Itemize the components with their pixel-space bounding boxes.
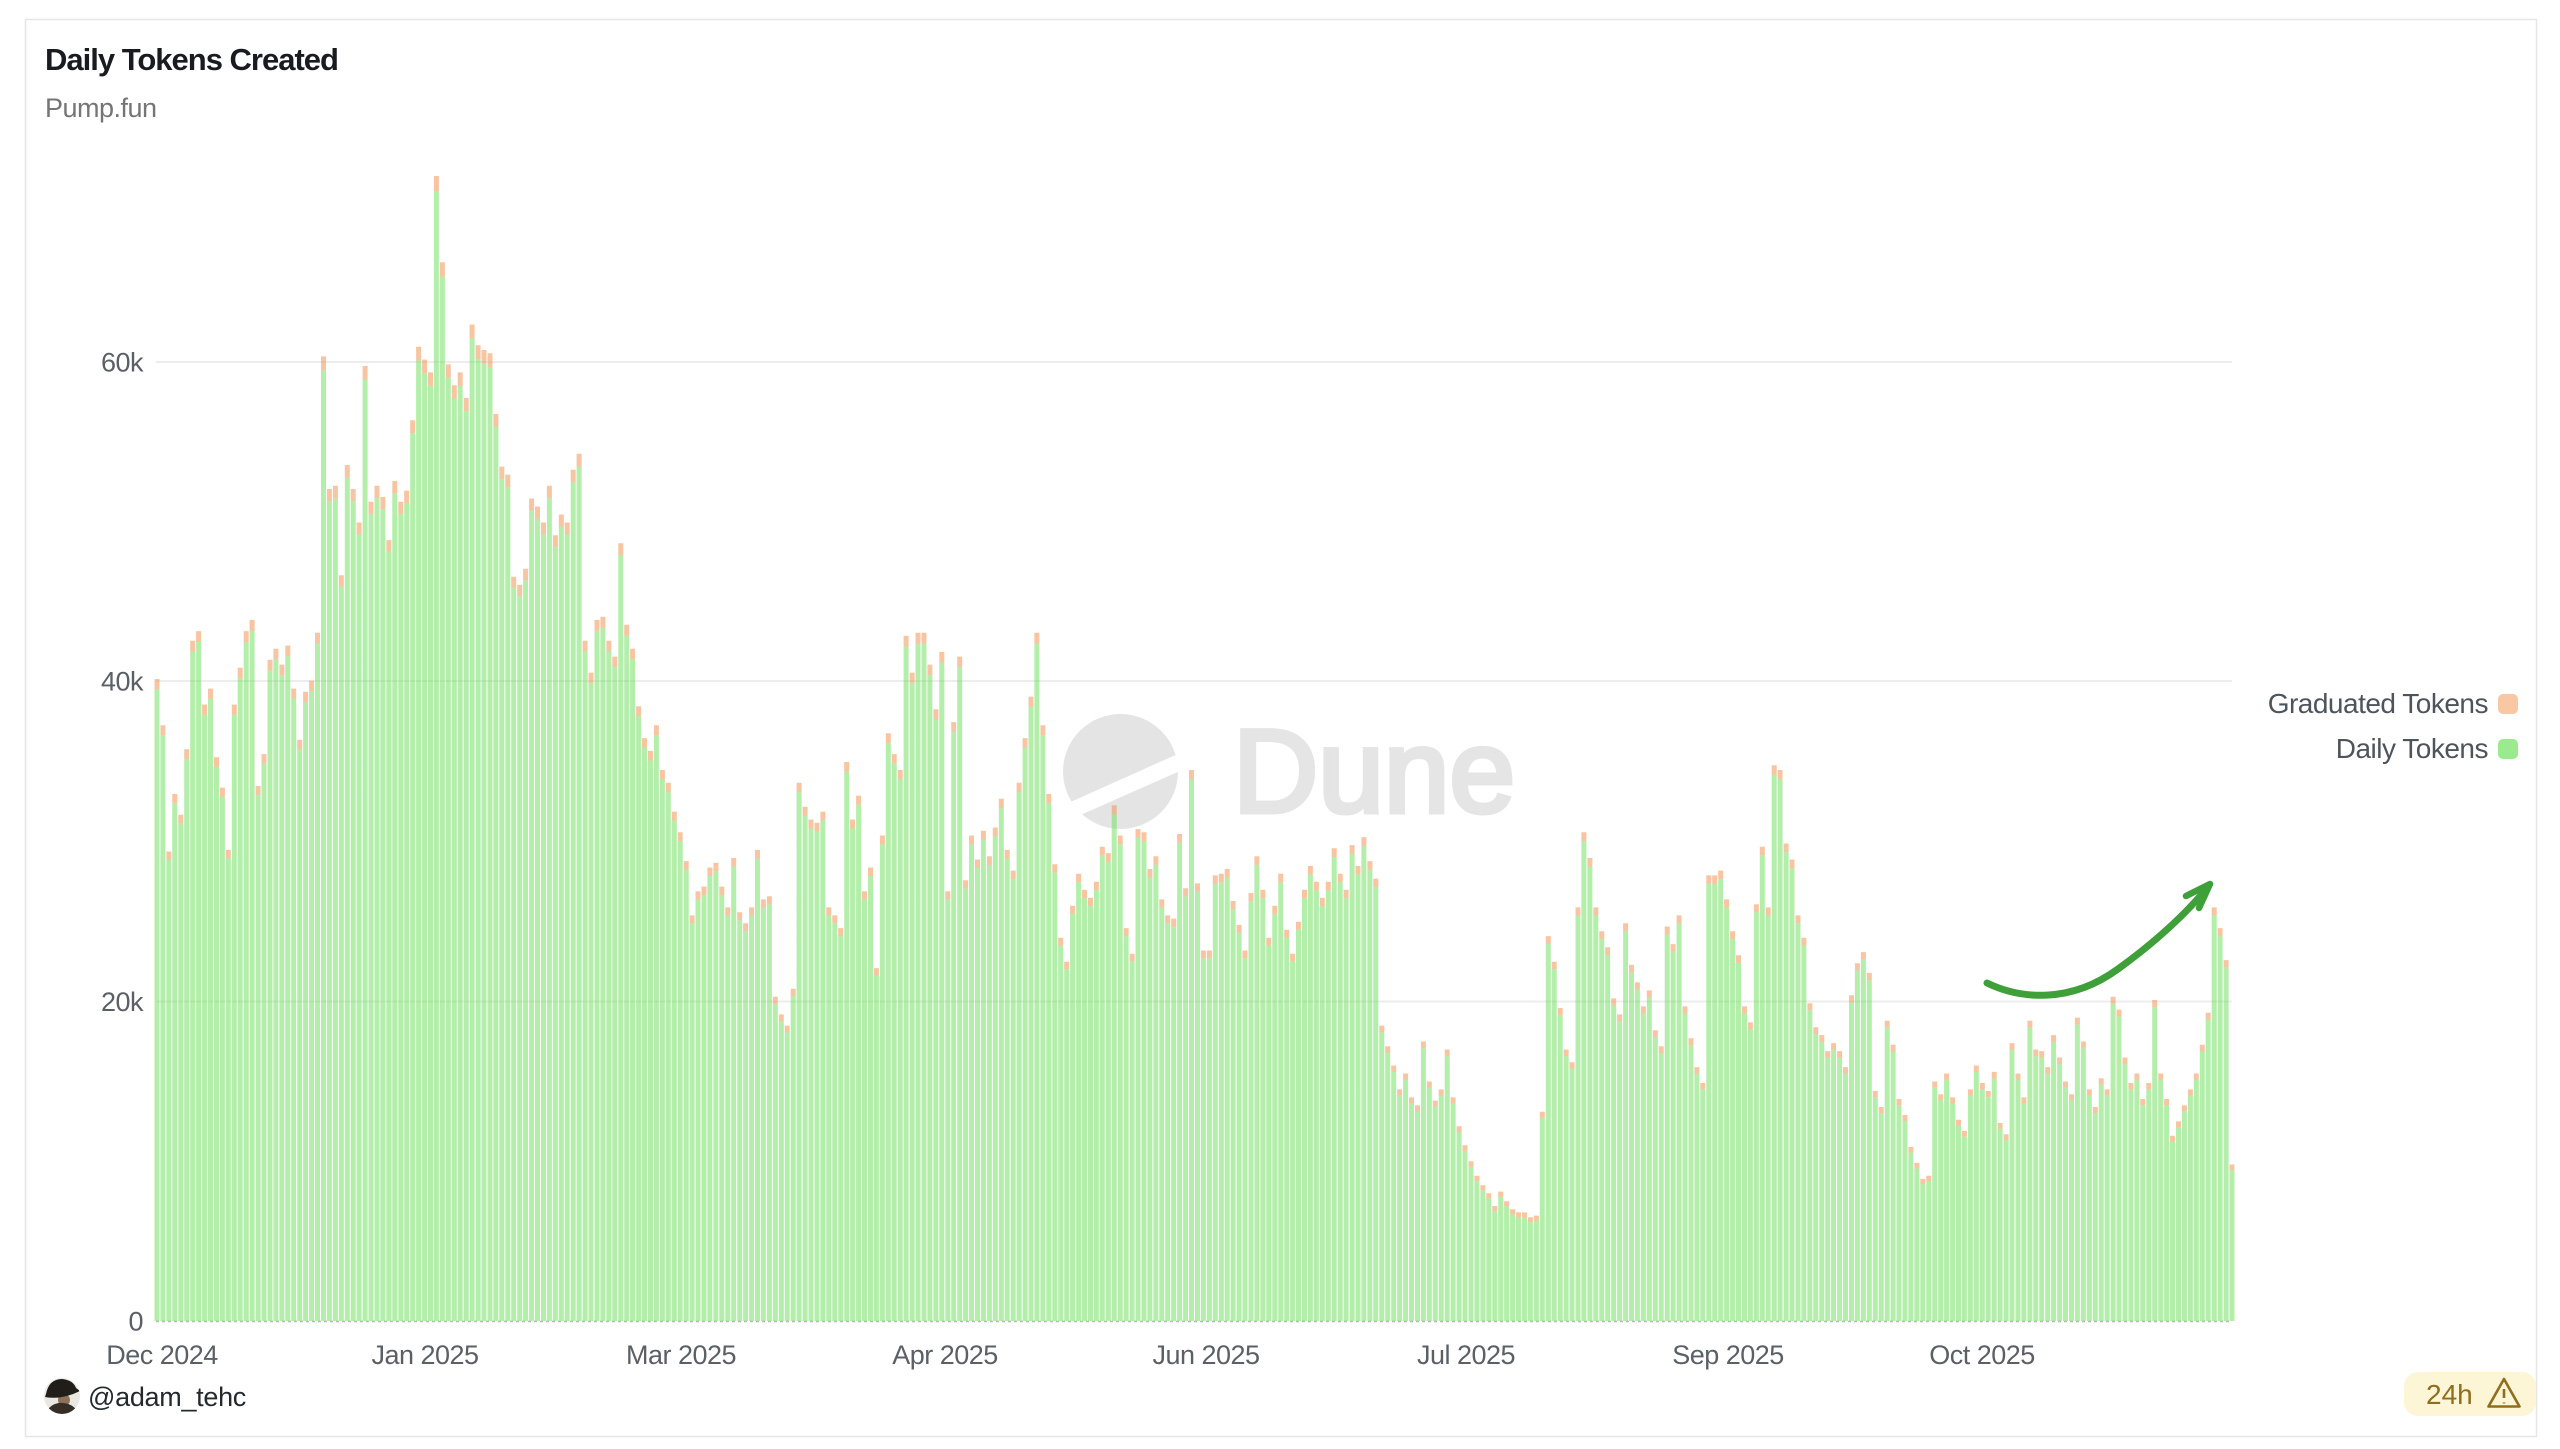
svg-text:Sep 2025: Sep 2025: [1672, 1340, 1784, 1370]
svg-text:0: 0: [128, 1307, 143, 1337]
svg-text:Dec 2024: Dec 2024: [106, 1340, 218, 1370]
svg-text:Jun 2025: Jun 2025: [1152, 1340, 1259, 1370]
svg-text:Oct 2025: Oct 2025: [1929, 1340, 2035, 1370]
svg-text:Pump.fun: Pump.fun: [45, 93, 157, 123]
svg-text:Jul 2025: Jul 2025: [1417, 1340, 1515, 1370]
svg-text:Graduated Tokens: Graduated Tokens: [2268, 688, 2488, 719]
svg-text:Mar 2025: Mar 2025: [626, 1340, 736, 1370]
svg-text:Daily Tokens Created: Daily Tokens Created: [45, 42, 338, 77]
svg-text:40k: 40k: [101, 667, 144, 697]
svg-text:Daily Tokens: Daily Tokens: [2336, 733, 2488, 764]
svg-text:Apr 2025: Apr 2025: [892, 1340, 998, 1370]
svg-text:60k: 60k: [101, 348, 144, 378]
svg-text:20k: 20k: [101, 987, 144, 1017]
svg-text:@adam_tehc: @adam_tehc: [88, 1382, 246, 1412]
svg-text:Jan 2025: Jan 2025: [371, 1340, 478, 1370]
svg-text:24h: 24h: [2426, 1379, 2473, 1410]
svg-text:Dune: Dune: [1233, 706, 1515, 838]
